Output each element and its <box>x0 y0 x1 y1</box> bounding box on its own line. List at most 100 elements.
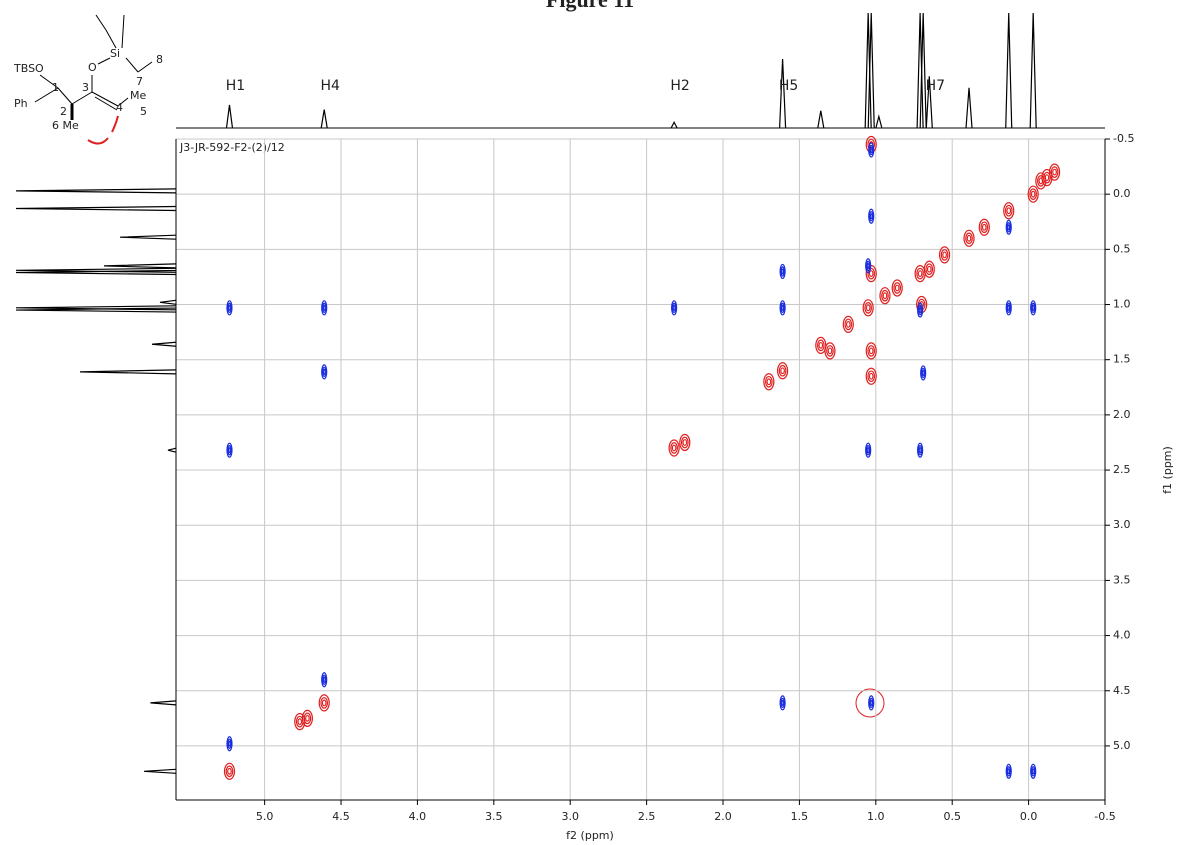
cross-peak <box>227 767 232 775</box>
cross-peak <box>1035 172 1047 190</box>
y-tick-label: 0.0 <box>1113 187 1131 200</box>
cross-peak <box>1003 202 1015 220</box>
cross-peak <box>867 267 876 280</box>
y-tick-label: 2.0 <box>1113 408 1131 421</box>
top-spectrum-peak <box>916 12 924 129</box>
bond <box>95 14 107 31</box>
cross-peak <box>672 304 676 311</box>
x-tick-label: 5.0 <box>256 810 274 823</box>
left-spectrum-peak <box>79 369 177 375</box>
cross-peak <box>827 347 833 355</box>
cross-peak <box>305 714 310 722</box>
cross-peak <box>780 302 785 313</box>
x-tick-label: -0.5 <box>1094 810 1115 823</box>
cross-peak <box>869 146 873 154</box>
chart-title: Figure 11 <box>546 0 634 12</box>
top-spectrum-peak <box>875 114 883 129</box>
structure-label: 3 <box>82 81 89 94</box>
cross-peak <box>869 213 873 220</box>
cross-peak <box>780 697 785 709</box>
top-spectrum-peak <box>864 12 872 129</box>
cross-peak <box>764 375 773 388</box>
left-spectrum-peak <box>15 267 177 273</box>
cross-peak <box>766 378 772 386</box>
cross-peak <box>865 342 877 360</box>
cross-peak <box>868 347 874 355</box>
structure-label: Me <box>130 89 146 102</box>
cross-peak <box>916 267 924 280</box>
cross-peak <box>868 142 875 158</box>
left-spectrum-peak <box>167 447 177 453</box>
y-tick-label: 1.0 <box>1113 298 1131 311</box>
structure-label: 1 <box>52 81 59 94</box>
cross-peak <box>321 674 327 685</box>
cross-peak <box>1030 302 1036 313</box>
cross-peak <box>917 270 923 278</box>
cross-peak <box>868 270 874 278</box>
cross-peak <box>1006 302 1011 313</box>
cross-peak <box>917 304 923 316</box>
cross-peak <box>917 442 924 458</box>
cross-peak <box>780 266 785 277</box>
structure-label: 2 <box>60 105 67 118</box>
cross-peak <box>294 713 306 731</box>
noe-arrow <box>87 137 109 145</box>
cross-peak <box>228 740 231 747</box>
cross-peak <box>826 345 834 357</box>
cross-peak <box>921 369 925 376</box>
top-spectrum-peak <box>779 58 787 129</box>
highlight-circle <box>855 688 885 718</box>
bond <box>91 91 119 107</box>
left-spectrum-peak <box>159 299 177 305</box>
bond <box>121 14 125 49</box>
peak-label: H1 <box>226 78 245 94</box>
cross-peak <box>1005 219 1012 235</box>
cross-peak <box>867 345 876 357</box>
cross-peak <box>917 445 923 456</box>
cross-peak <box>1031 304 1035 311</box>
cross-peak <box>942 251 947 259</box>
cross-peak <box>865 260 871 272</box>
top-spectrum-peak <box>925 76 933 129</box>
cross-peak <box>778 364 787 377</box>
structure-label: 7 <box>136 75 143 88</box>
x-tick-label: 1.5 <box>791 810 809 823</box>
cross-peak <box>881 289 889 302</box>
cross-peak <box>1041 169 1053 187</box>
cross-peak <box>779 300 786 316</box>
cross-peak <box>321 300 328 316</box>
cross-peak <box>781 699 785 706</box>
cross-peak <box>227 302 232 313</box>
cross-peak <box>680 436 689 449</box>
cross-peak <box>1050 166 1059 178</box>
peak-label: H4 <box>320 78 340 94</box>
cross-peak <box>670 442 678 454</box>
cross-peak <box>1007 224 1011 231</box>
structure-label: TBSO <box>13 62 44 75</box>
bond <box>94 96 118 111</box>
cross-peak <box>321 672 328 688</box>
bond <box>71 91 93 105</box>
cross-peak <box>818 341 824 349</box>
cross-peak <box>318 694 330 712</box>
x-tick-label: 2.0 <box>714 810 732 823</box>
y-tick-label: 4.5 <box>1113 684 1131 697</box>
bond <box>34 87 59 103</box>
cross-peak <box>1005 763 1012 779</box>
cross-peak <box>322 676 326 683</box>
cross-peak <box>777 362 789 380</box>
cross-peak <box>1044 174 1050 182</box>
cross-peak <box>321 302 327 313</box>
bond <box>117 97 129 107</box>
left-spectrum-peak <box>103 263 177 269</box>
cross-peak <box>322 368 326 375</box>
cross-peak <box>866 262 870 269</box>
y-tick-label: -0.5 <box>1113 132 1134 145</box>
y-tick-label: 2.5 <box>1113 463 1131 476</box>
cross-peak <box>1007 768 1011 775</box>
cross-peak <box>866 447 870 454</box>
left-spectrum-peak <box>15 205 177 212</box>
cross-peak <box>1030 766 1036 777</box>
x-axis-label: f2 (ppm) <box>566 829 614 842</box>
